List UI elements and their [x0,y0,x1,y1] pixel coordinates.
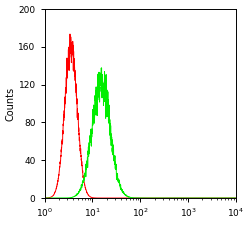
Y-axis label: Counts: Counts [6,86,16,121]
